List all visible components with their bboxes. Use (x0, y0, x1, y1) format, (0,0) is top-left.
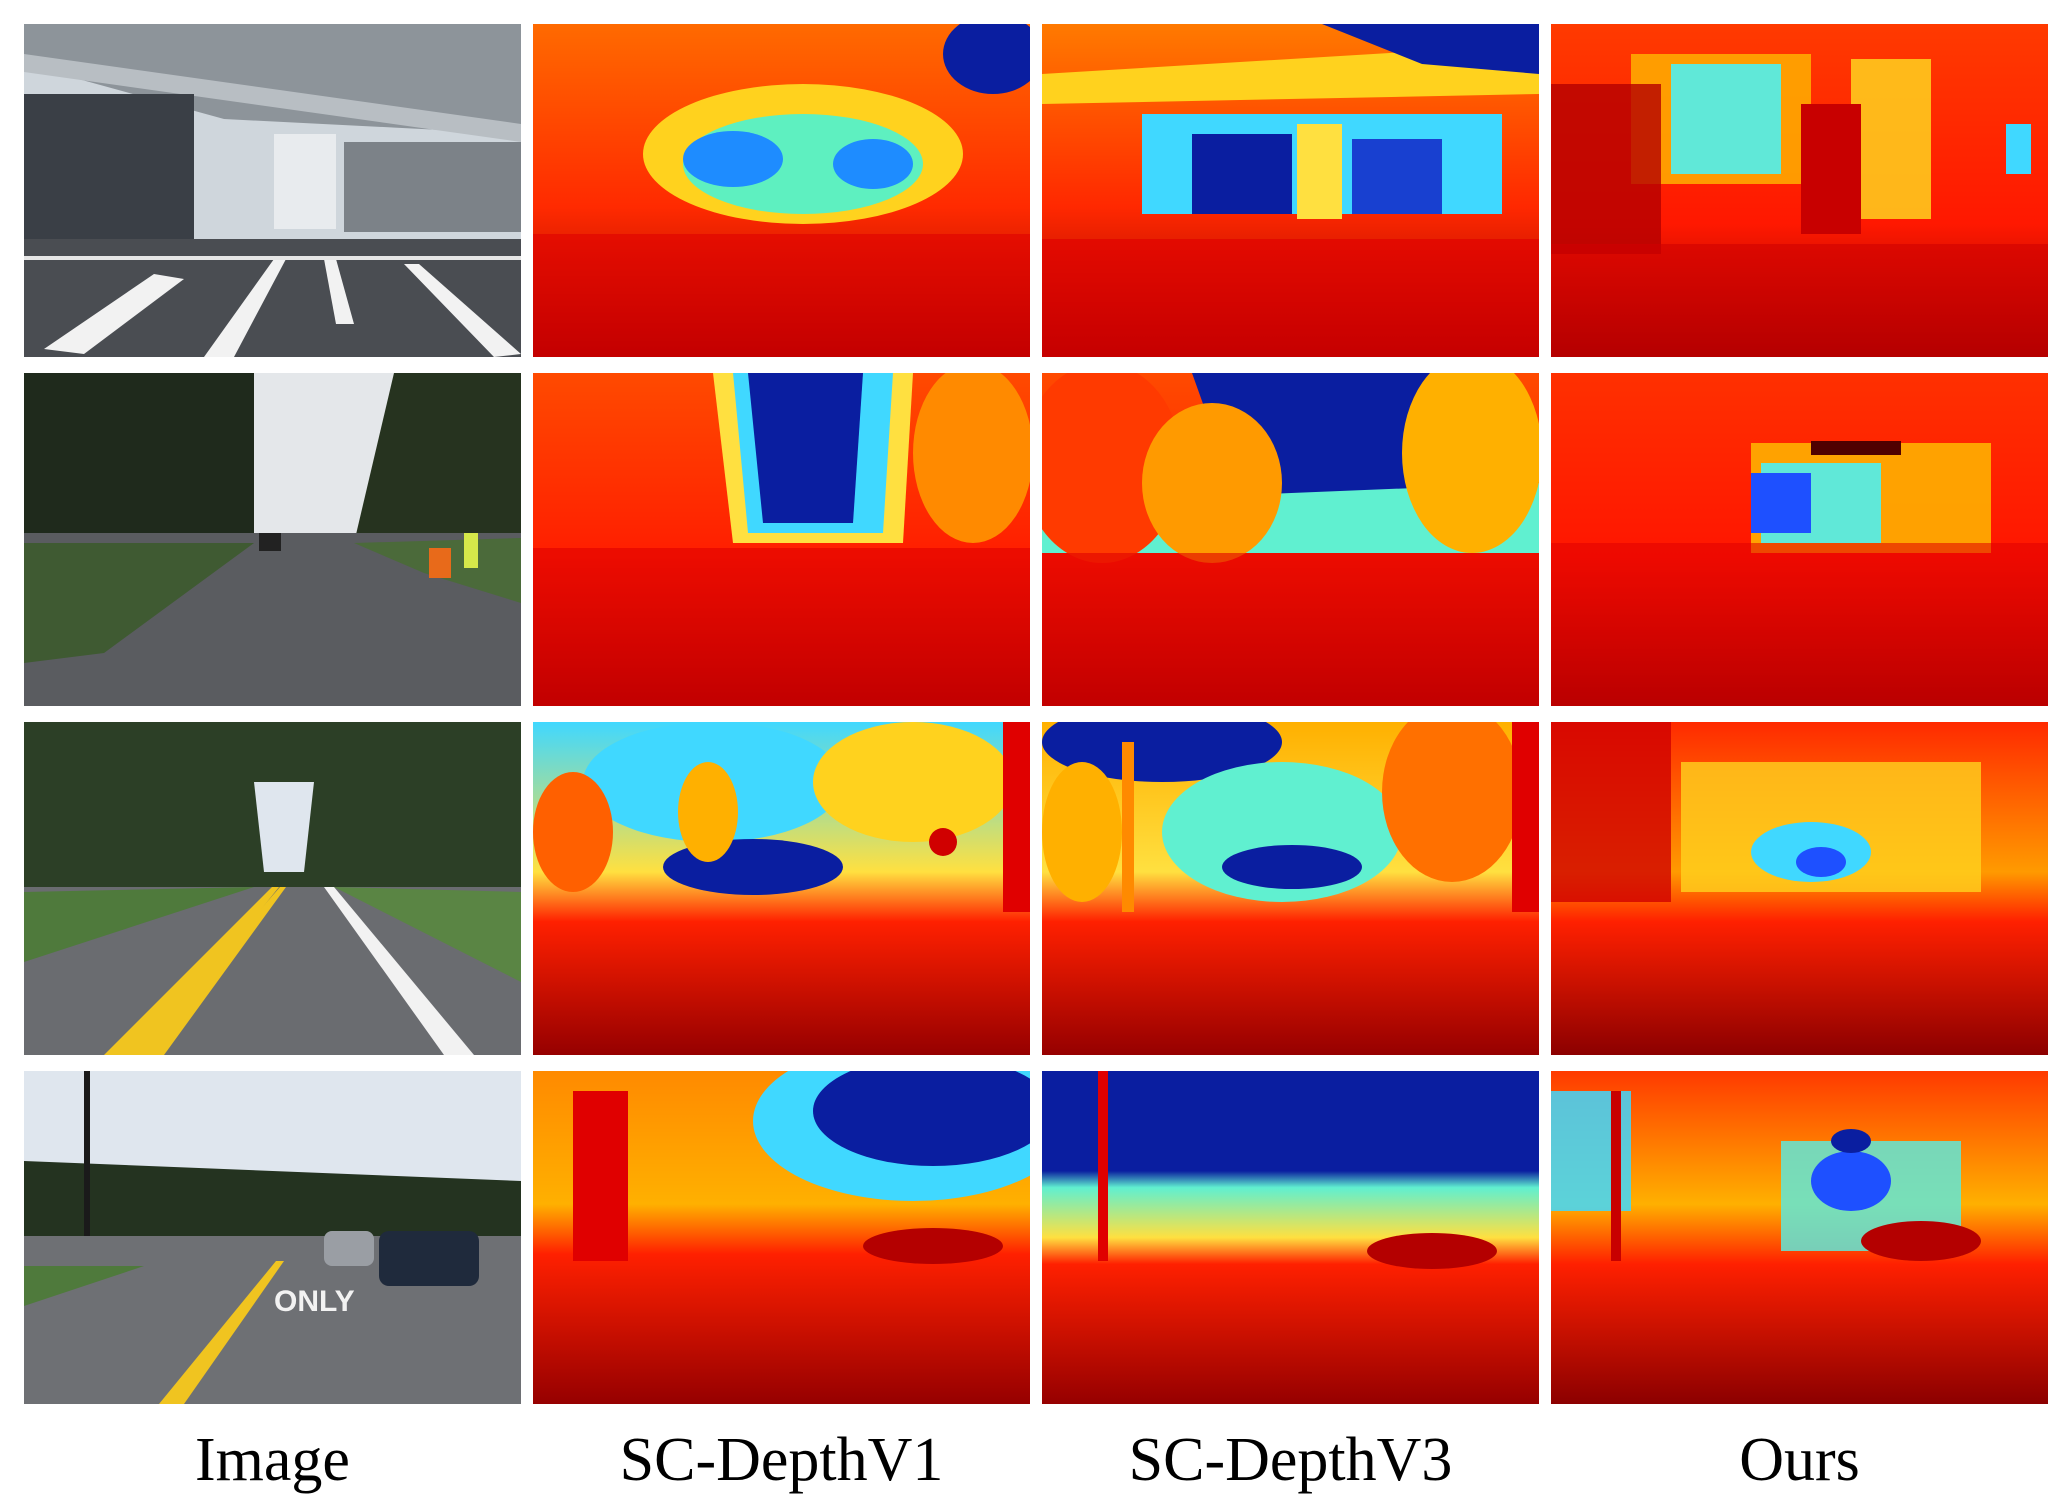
cell-r3-scdepthv1 (533, 722, 1030, 1055)
photo-overpass-scene (24, 24, 521, 357)
depth-map-r2-v3 (1042, 373, 1539, 706)
cell-r1-scdepthv1 (533, 24, 1030, 357)
column-label-scdepthv1: SC-DepthV1 (619, 1426, 944, 1494)
depth-map-r4-v1 (533, 1071, 1030, 1404)
depth-map-r4-v3 (1042, 1071, 1539, 1404)
photo-tree-lined-road-scene (24, 722, 521, 1055)
depth-map-r1-v3 (1042, 24, 1539, 357)
cell-r1-ours (1551, 24, 2048, 357)
column-label-scdepthv3: SC-DepthV3 (1128, 1426, 1453, 1494)
road-marking-text: ONLY (274, 1285, 355, 1318)
depth-map-r1-v1 (533, 24, 1030, 357)
cell-r1-scdepthv3 (1042, 24, 1539, 357)
depth-map-r1-ours (1551, 24, 2048, 357)
cell-r4-scdepthv3 (1042, 1071, 1539, 1404)
cell-r2-image (24, 373, 521, 706)
depth-map-r3-ours (1551, 722, 2048, 1055)
column-label-image: Image (195, 1426, 350, 1494)
cell-r3-scdepthv3 (1042, 722, 1539, 1055)
depth-map-r3-v3 (1042, 722, 1539, 1055)
depth-map-r2-ours (1551, 373, 2048, 706)
cell-r2-scdepthv1 (533, 373, 1030, 706)
cell-r4-ours (1551, 1071, 2048, 1404)
cell-r2-ours (1551, 373, 2048, 706)
cell-r4-scdepthv1 (533, 1071, 1030, 1404)
cell-r1-image (24, 24, 521, 357)
photo-intersection-scene: ONLY (24, 1071, 521, 1404)
cell-r4-image: ONLY (24, 1071, 521, 1404)
cell-r2-scdepthv3 (1042, 373, 1539, 706)
depth-map-r3-v1 (533, 722, 1030, 1055)
cell-r3-ours (1551, 722, 2048, 1055)
photo-tree-road-scene (24, 373, 521, 706)
cell-r3-image (24, 722, 521, 1055)
depth-map-r2-v1 (533, 373, 1030, 706)
column-label-ours: Ours (1739, 1426, 1860, 1494)
depth-map-r4-ours (1551, 1071, 2048, 1404)
